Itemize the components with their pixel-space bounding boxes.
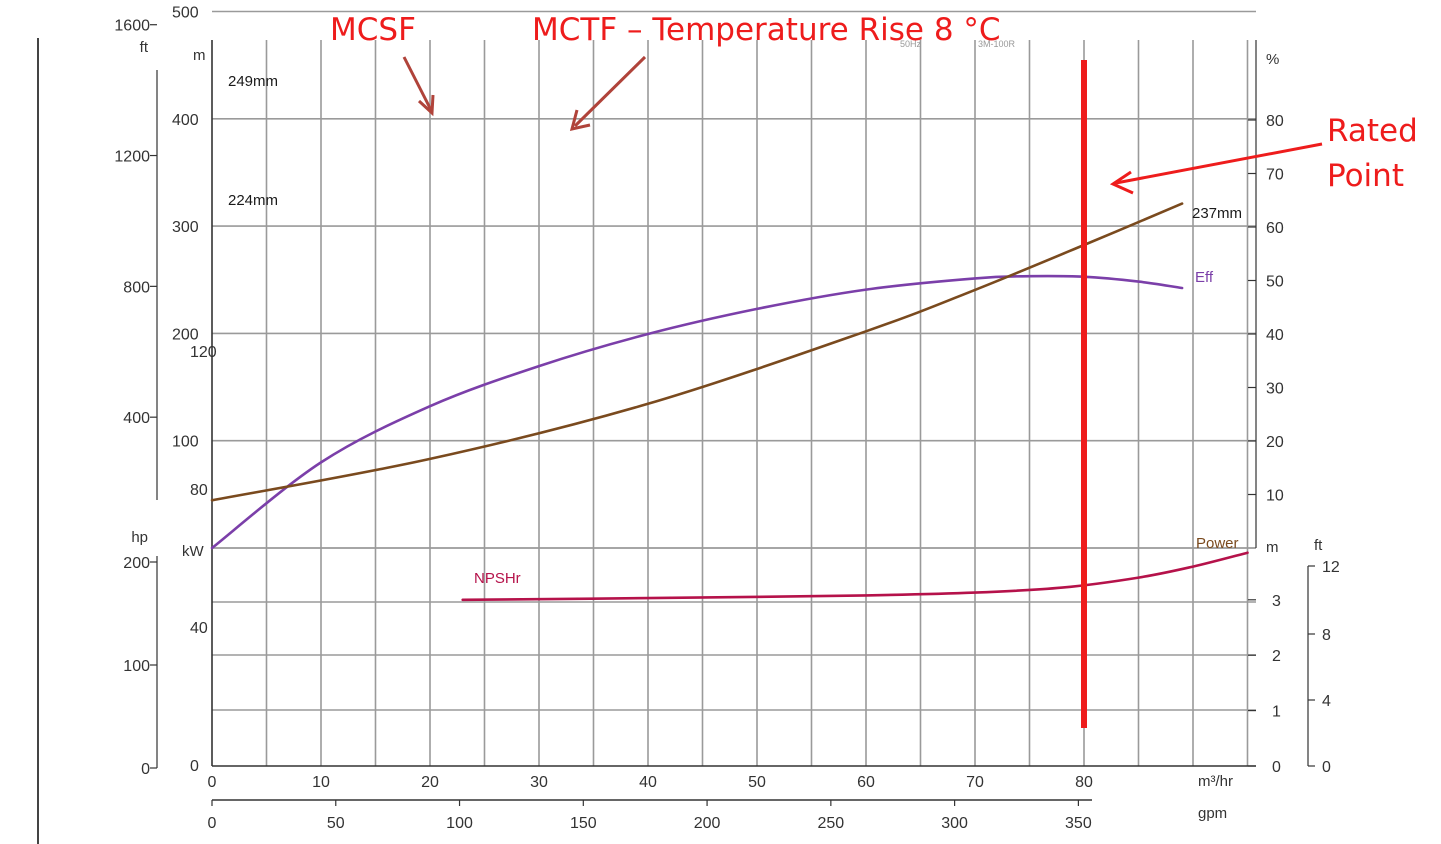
mcsf-arrow xyxy=(404,57,433,113)
npsh-m-tick-label: 1 xyxy=(1272,704,1281,721)
rated-point-arrow xyxy=(1113,144,1322,193)
gpm-tick-label: 50 xyxy=(327,815,345,832)
curve-label-npshr: NPSHr xyxy=(474,570,521,587)
kw-tick-label: 80 xyxy=(190,482,208,499)
kw-tick-label: 0 xyxy=(190,758,199,775)
rated-point-annotation-line2: Point xyxy=(1327,158,1404,194)
m-tick-label: 100 xyxy=(172,434,199,451)
ft-tick-label: 1200 xyxy=(114,149,150,166)
hp-tick-label: 100 xyxy=(123,658,150,675)
hp-tick-label: 0 xyxy=(141,761,150,778)
x-tick-label: 40 xyxy=(639,774,657,791)
ft-tick-label: 800 xyxy=(123,279,150,296)
kw-axis-unit: kW xyxy=(182,543,205,560)
npsh-ft-axis-unit: ft xyxy=(1314,537,1323,554)
kw-tick-label: 40 xyxy=(190,620,208,637)
rated-point-annotation-line1: Rated xyxy=(1327,113,1418,149)
percent-tick-label: 50 xyxy=(1266,274,1284,291)
gpm-tick-label: 250 xyxy=(817,815,844,832)
percent-tick-label: 60 xyxy=(1266,220,1284,237)
ft-tick-label: 400 xyxy=(123,410,150,427)
gpm-axis-unit: gpm xyxy=(1198,805,1227,822)
gpm-tick-label: 100 xyxy=(446,815,473,832)
rated-point-overlay xyxy=(203,0,1183,728)
m-tick-label: 300 xyxy=(172,219,199,236)
gpm-tick-label: 0 xyxy=(208,815,217,832)
gpm-tick-label: 350 xyxy=(1065,815,1092,832)
m-tick-label: 400 xyxy=(172,112,199,129)
hp-axis-unit: hp xyxy=(131,529,148,546)
curve-label-249mm: 249mm xyxy=(228,73,278,90)
curve-label-eff: Eff xyxy=(1195,269,1214,286)
npsh-m-tick-label: 3 xyxy=(1272,593,1281,610)
npsh-ft-tick-label: 0 xyxy=(1322,759,1331,776)
curves: 249mm 237mm 224mm Eff Power NPSHr xyxy=(212,0,1248,600)
x-tick-label: 60 xyxy=(857,774,875,791)
kw-tick-label: 120 xyxy=(190,344,217,361)
x-tick-label: 70 xyxy=(966,774,984,791)
x-tick-label: 80 xyxy=(1075,774,1093,791)
gpm-tick-label: 300 xyxy=(941,815,968,832)
m-axis-unit: m xyxy=(193,47,206,64)
chart-axes xyxy=(150,0,1315,806)
percent-tick-label: 30 xyxy=(1266,381,1284,398)
x-tick-label: 10 xyxy=(312,774,330,791)
x-tick-label: 20 xyxy=(421,774,439,791)
npsh-ft-tick-label: 4 xyxy=(1322,693,1331,710)
percent-axis-unit: % xyxy=(1266,51,1279,68)
gpm-tick-label: 150 xyxy=(570,815,597,832)
percent-tick-label: 20 xyxy=(1266,434,1284,451)
x-tick-label: 30 xyxy=(530,774,548,791)
percent-tick-label: 80 xyxy=(1266,113,1284,130)
ft-tick-label: 1600 xyxy=(114,18,150,35)
hp-tick-label: 200 xyxy=(123,555,150,572)
x-tick-label: 0 xyxy=(208,774,217,791)
x-tick-label: 50 xyxy=(748,774,766,791)
curve-power xyxy=(212,204,1182,501)
npsh-ft-tick-label: 8 xyxy=(1322,627,1331,644)
curve-npshr xyxy=(463,553,1248,600)
npsh-m-axis-unit: m xyxy=(1266,539,1279,556)
tick-labels: 0 10 20 30 40 50 60 70 80 m³/hr0 50 100 150 200 250 300… xyxy=(114,0,1339,832)
m-tick-label: 500 xyxy=(172,5,199,22)
gpm-tick-label: 200 xyxy=(694,815,721,832)
npsh-m-tick-label: 2 xyxy=(1272,648,1281,665)
mctf-annotation: MCTF – Temperature Rise 8 °C xyxy=(532,12,1001,48)
npsh-ft-tick-label: 12 xyxy=(1322,559,1340,576)
m-tick-label: 200 xyxy=(172,326,199,343)
percent-tick-label: 40 xyxy=(1266,327,1284,344)
mcsf-annotation: MCSF xyxy=(330,12,416,48)
percent-tick-label: 10 xyxy=(1266,488,1284,505)
x-axis-unit: m³/hr xyxy=(1198,773,1233,790)
ft-axis-unit: ft xyxy=(140,39,149,56)
curve-label-power: Power xyxy=(1196,535,1239,552)
curve-label-237mm: 237mm xyxy=(1192,205,1242,222)
chart-grid xyxy=(212,0,1256,766)
curve-label-224mm: 224mm xyxy=(228,192,278,209)
percent-tick-label: 70 xyxy=(1266,167,1284,184)
npsh-m-tick-label: 0 xyxy=(1272,759,1281,776)
curve-eff xyxy=(212,276,1182,548)
